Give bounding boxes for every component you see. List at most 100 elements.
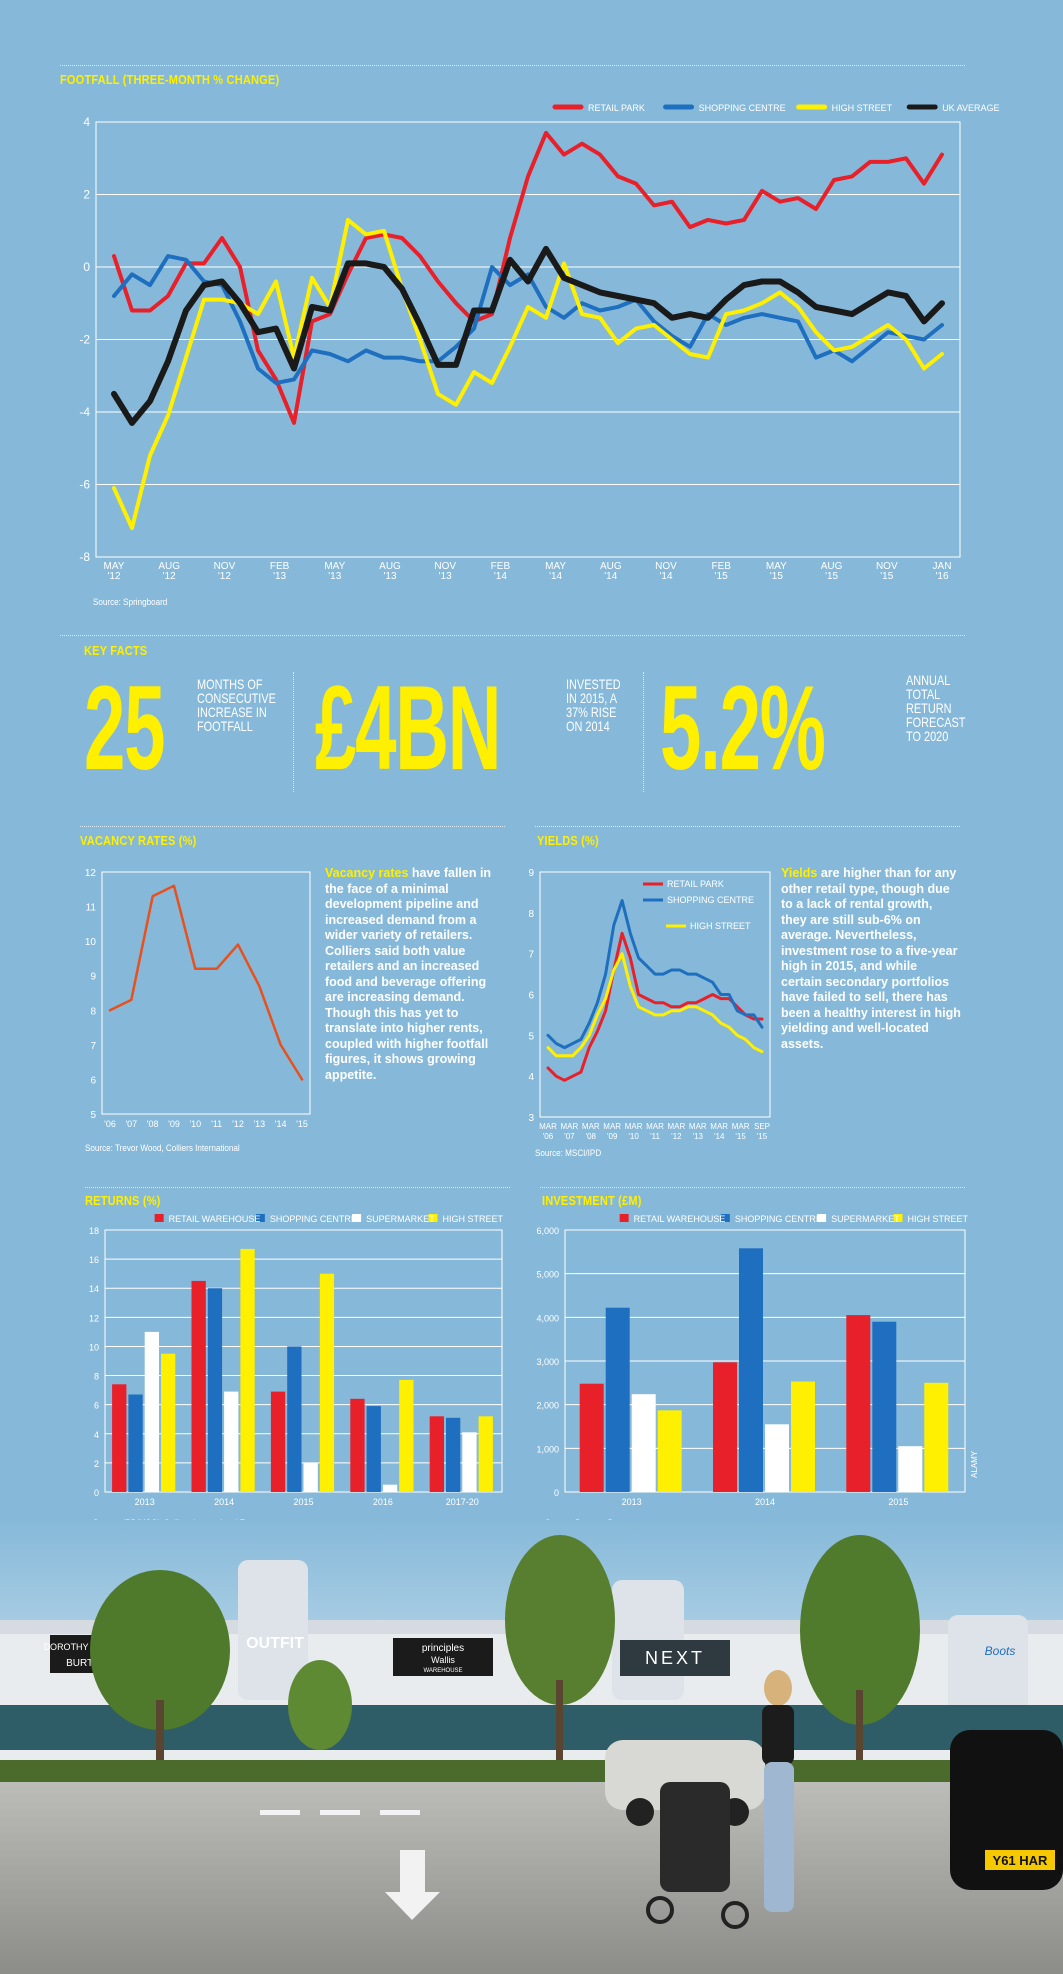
yields-paragraph: Yields are higher than for any other ret… bbox=[781, 866, 961, 1052]
x-tick-label: '06 bbox=[104, 1119, 116, 1129]
x-tick-label: MAR bbox=[603, 1122, 621, 1131]
pushchair bbox=[660, 1782, 730, 1892]
footfall-chart: 420-2-4-6-8MAY'12AUG'12NOV'12FEB'13MAY'1… bbox=[79, 103, 999, 582]
car-wheel bbox=[626, 1798, 654, 1826]
x-tick-label: MAR bbox=[646, 1122, 664, 1131]
x-tick-label: '13 bbox=[273, 571, 286, 582]
bar-supermarket bbox=[224, 1391, 239, 1492]
x-tick-label: '12 bbox=[218, 571, 231, 582]
legend-label: SHOPPING CENTRE bbox=[735, 1214, 822, 1224]
x-tick-label: '15 bbox=[715, 571, 728, 582]
legend-label: SHOPPING CENTRE bbox=[270, 1214, 357, 1224]
x-tick-label: NOV bbox=[876, 561, 898, 572]
bar-shopping-centre bbox=[287, 1346, 302, 1492]
x-tick-label: AUG bbox=[821, 561, 843, 572]
series-line-high-street bbox=[546, 952, 764, 1058]
y-tick-label: 3,000 bbox=[536, 1357, 559, 1367]
y-tick-label: 8 bbox=[528, 909, 534, 920]
y-tick-label: -6 bbox=[79, 478, 90, 492]
x-tick-label: SEP bbox=[754, 1122, 770, 1131]
pushchair-wheel bbox=[646, 1896, 674, 1924]
y-tick-label: 4 bbox=[528, 1072, 534, 1083]
y-tick-label: 2 bbox=[83, 188, 90, 202]
x-tick-label: 2014 bbox=[755, 1497, 775, 1505]
footfall-source: Source: Springboard bbox=[93, 597, 168, 607]
legend-label: SUPERMARKET bbox=[366, 1214, 435, 1224]
x-tick-label: MAR bbox=[668, 1122, 686, 1131]
bar-retail-warehouse bbox=[270, 1391, 286, 1492]
y-tick-label: -8 bbox=[79, 550, 90, 564]
tower bbox=[238, 1560, 308, 1700]
photo-credit: ALAMY bbox=[970, 1450, 979, 1478]
y-tick-label: 7 bbox=[528, 950, 534, 961]
returns-chart: 18 16 14 12 10 8 6 4 2 0 2013 2014 2015 2016 2017-20 HI… bbox=[89, 1214, 504, 1505]
sign-text: BURTON bbox=[66, 1658, 108, 1669]
y-tick-label: 3 bbox=[528, 1113, 534, 1124]
yields-body: are higher than for any other retail typ… bbox=[781, 866, 961, 1051]
x-tick-label: JAN bbox=[933, 561, 952, 572]
x-tick-label: '07 bbox=[125, 1119, 137, 1129]
tree-trunk bbox=[556, 1680, 563, 1790]
tree bbox=[505, 1535, 615, 1705]
fact-divider bbox=[643, 672, 644, 792]
tower bbox=[948, 1615, 1028, 1715]
bar-supermarket bbox=[765, 1424, 789, 1492]
bar-supermarket bbox=[898, 1446, 923, 1492]
bar-high-street bbox=[657, 1410, 682, 1492]
x-tick-label: '10 bbox=[628, 1132, 639, 1141]
y-tick-label: 0 bbox=[554, 1488, 559, 1498]
bar-high-street bbox=[924, 1382, 949, 1492]
vacancy-title: VACANCY RATES (%) bbox=[80, 833, 197, 848]
sign-text: principles bbox=[422, 1643, 464, 1654]
x-tick-label: AUG bbox=[158, 561, 180, 572]
y-tick-label: 14 bbox=[89, 1284, 99, 1294]
x-tick-label: '14 bbox=[714, 1132, 725, 1141]
bar-supermarket bbox=[144, 1331, 159, 1492]
y-tick-label: 9 bbox=[528, 868, 534, 879]
legend-label: HIGH STREET bbox=[908, 1214, 969, 1224]
bar-retail-warehouse bbox=[429, 1416, 444, 1492]
investment-title: INVESTMENT (£M) bbox=[542, 1193, 642, 1208]
x-tick-label: NOV bbox=[434, 561, 456, 572]
series-line-shopping-centre bbox=[112, 254, 944, 385]
x-tick-label: '12 bbox=[107, 571, 120, 582]
y-tick-label: 4 bbox=[94, 1430, 99, 1440]
y-tick-label: 5 bbox=[90, 1110, 96, 1121]
y-tick-label: 2,000 bbox=[536, 1401, 559, 1411]
fact-divider bbox=[293, 672, 294, 792]
x-tick-label: '13 bbox=[328, 571, 341, 582]
legend-label: SHOPPING CENTRE bbox=[667, 895, 754, 905]
legend-swatch bbox=[428, 1214, 438, 1222]
bar-high-street bbox=[478, 1416, 493, 1492]
y-tick-label: 4 bbox=[83, 115, 90, 129]
investment-rule bbox=[540, 1187, 965, 1188]
yields-chart: 9876543MAR'06MAR'07MAR'08MAR'09MAR'10MAR… bbox=[528, 868, 771, 1141]
y-tick-label: 0 bbox=[83, 260, 90, 274]
x-tick-label: '12 bbox=[232, 1119, 244, 1129]
x-tick-label: '15 bbox=[757, 1132, 768, 1141]
x-tick-label: 2014 bbox=[214, 1497, 234, 1505]
bar-high-street bbox=[161, 1353, 176, 1492]
y-tick-label: 8 bbox=[94, 1372, 99, 1382]
sign-text: NEXT bbox=[645, 1648, 705, 1668]
x-tick-label: MAR bbox=[625, 1122, 643, 1131]
x-tick-label: '13 bbox=[253, 1119, 265, 1129]
bar-retail-warehouse bbox=[112, 1384, 127, 1492]
y-tick-label: 5 bbox=[528, 1031, 534, 1042]
bar-shopping-centre bbox=[128, 1394, 143, 1492]
x-tick-label: 2016 bbox=[373, 1497, 393, 1505]
y-tick-label: 6 bbox=[90, 1075, 96, 1086]
x-tick-label: '12 bbox=[163, 571, 176, 582]
bar-shopping-centre bbox=[366, 1406, 381, 1492]
x-tick-label: '16 bbox=[935, 571, 948, 582]
x-tick-label: MAR bbox=[689, 1122, 707, 1131]
x-tick-label: MAY bbox=[766, 561, 787, 572]
road-marking bbox=[380, 1810, 420, 1815]
x-tick-label: '15 bbox=[880, 571, 893, 582]
pushchair-wheel bbox=[721, 1901, 749, 1929]
legend-label: SHOPPING CENTRE bbox=[699, 103, 786, 113]
x-tick-label: '10 bbox=[189, 1119, 201, 1129]
x-tick-label: MAR bbox=[539, 1122, 557, 1131]
bar-retail-warehouse bbox=[191, 1280, 206, 1492]
sign-text: DOROTHY PERKINS bbox=[44, 1642, 131, 1652]
